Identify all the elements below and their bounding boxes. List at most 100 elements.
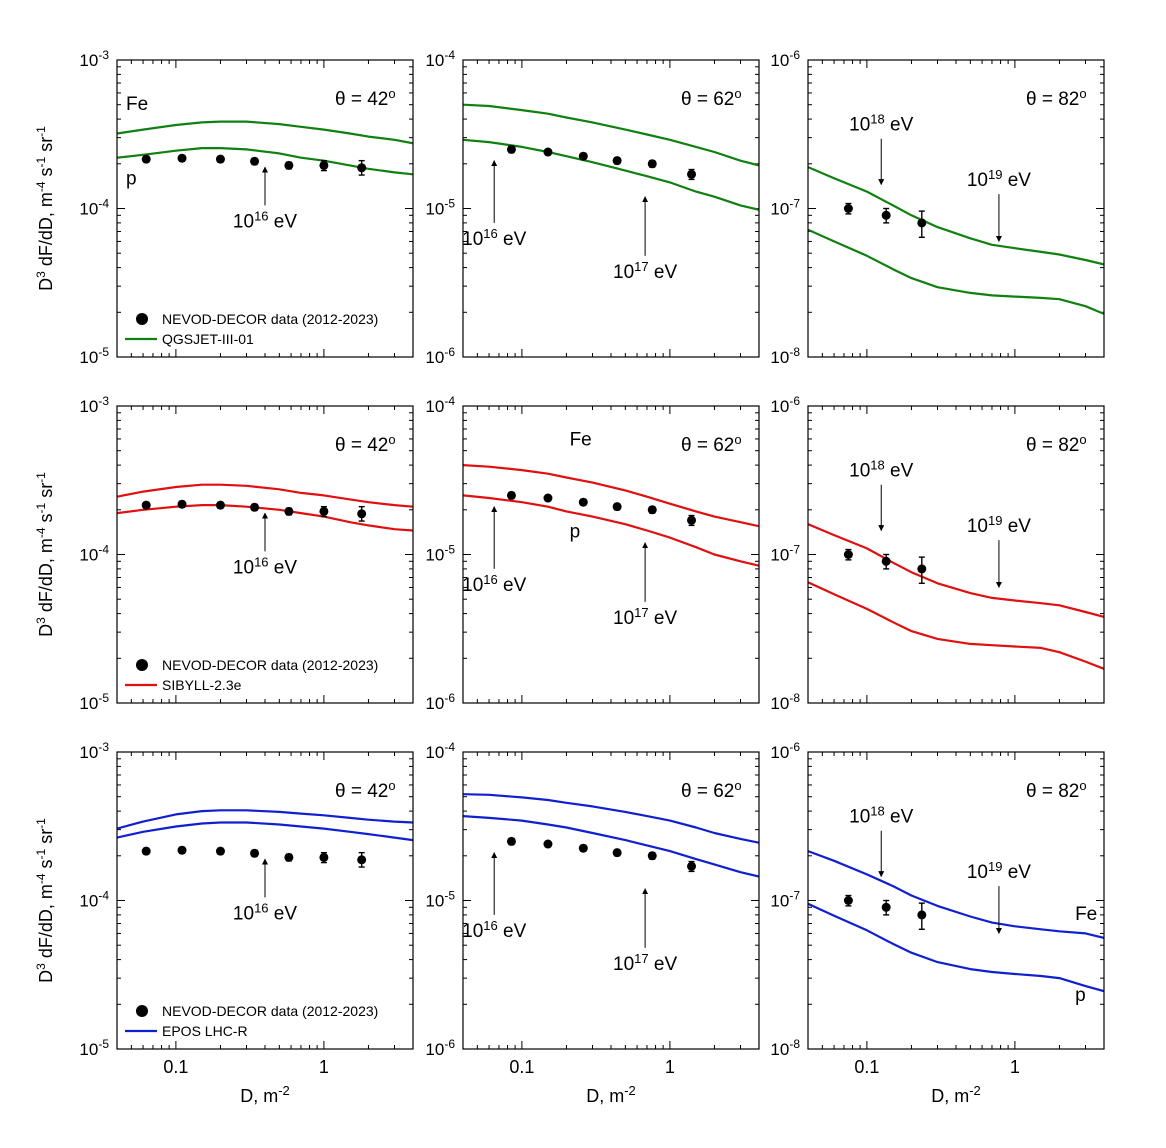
energy-label: 1019 eV xyxy=(967,859,1031,884)
curve-fe xyxy=(117,120,413,145)
data-point xyxy=(647,505,657,515)
data-point xyxy=(319,506,329,516)
y-axis-label: D3 dF/dD, m-4 s-1 sr-1 xyxy=(34,126,56,291)
plot-frame xyxy=(462,405,760,704)
data-point xyxy=(357,855,367,865)
energy-label: 1017 eV xyxy=(613,950,677,975)
data-point xyxy=(543,493,553,503)
energy-label: 1016 eV xyxy=(462,571,526,596)
data-point xyxy=(578,497,588,507)
data-point xyxy=(917,218,927,228)
data-point xyxy=(647,159,657,169)
angle-label: θ = 42o xyxy=(335,778,396,803)
energy-label: 1017 eV xyxy=(613,258,677,283)
x-axis-labels: D, m-2 D, m-2 D, m-2 xyxy=(240,1083,981,1107)
data-point xyxy=(215,154,225,164)
y-tick-label: 10-7 xyxy=(770,543,800,565)
data-point xyxy=(284,852,294,862)
y-tick-label: 10-4 xyxy=(425,394,455,416)
y-tick-label: 10-6 xyxy=(770,394,800,416)
data-point xyxy=(284,506,294,516)
plot-frame xyxy=(116,59,414,358)
annotation-p: p xyxy=(126,169,137,190)
y-tick-label: 10-3 xyxy=(79,48,109,70)
x-axis-label: D, m-2 xyxy=(240,1083,290,1107)
data-point xyxy=(215,500,225,510)
panel-3-3: 10-8 10-7 10-6 0.1 1 1018 eV 1019 eV Fe p θ = 82o xyxy=(770,740,1105,1077)
legend-marker xyxy=(136,313,148,325)
energy-label: 1016 eV xyxy=(233,900,297,925)
energy-label: 1018 eV xyxy=(849,803,913,828)
y-tick-label: 10-6 xyxy=(770,740,800,762)
y-tick-label: 10-4 xyxy=(79,889,109,911)
data-point xyxy=(843,550,853,559)
legend-model-label: SIBYLL-2.3e xyxy=(162,677,242,693)
curve-fe xyxy=(808,850,1104,939)
data-point xyxy=(543,839,553,849)
angle-label: θ = 42o xyxy=(335,86,396,111)
legend-model-label: EPOS LHC-R xyxy=(162,1023,248,1039)
curve-fe xyxy=(463,103,759,167)
curves xyxy=(117,120,413,176)
data-point xyxy=(843,204,853,213)
panel-2-3: 10-8 10-7 10-6 1018 eV 1019 eV θ = 82o xyxy=(770,394,1105,713)
plot-grid: 10-5 10-4 10-3 1016 eV Fe p θ = 42o NEVOD-DECOR… xyxy=(79,48,1105,1077)
energy-label: 1016 eV xyxy=(462,225,526,250)
y-tick-label: 10-5 xyxy=(425,889,455,911)
y-tick-label: 10-8 xyxy=(770,691,800,713)
data-point xyxy=(881,556,891,566)
curves xyxy=(808,166,1104,315)
curve-fe xyxy=(808,523,1104,618)
panel-1-2: 10-6 10-5 10-4 1016 eV 1017 eV θ = 62o xyxy=(425,48,760,367)
curve-p xyxy=(463,138,759,211)
legend-marker-label: NEVOD-DECOR data (2012-2023) xyxy=(162,657,378,673)
y-tick-label: 10-7 xyxy=(770,889,800,911)
data-point xyxy=(215,846,225,856)
curve-fe xyxy=(463,464,759,528)
data-point xyxy=(543,147,553,157)
panel-2-2: 10-6 10-5 10-4 1016 eV 1017 eV Fe p θ = 62o xyxy=(425,394,760,713)
annotation-p: p xyxy=(1075,985,1086,1006)
y-tick-label: 10-3 xyxy=(79,740,109,762)
curve-fe xyxy=(117,809,413,830)
y-tick-label: 10-4 xyxy=(79,197,109,219)
plot-frame xyxy=(807,751,1105,1050)
angle-label: θ = 82o xyxy=(1026,432,1087,457)
curve-p xyxy=(463,815,759,878)
legend-marker-label: NEVOD-DECOR data (2012-2023) xyxy=(162,311,378,327)
data-point xyxy=(578,843,588,853)
y-tick-label: 10-5 xyxy=(425,543,455,565)
curves xyxy=(808,850,1104,993)
y-tick-label: 10-6 xyxy=(425,345,455,367)
y-tick-label: 10-4 xyxy=(425,740,455,762)
y-axis-label: D3 dF/dD, m-4 s-1 sr-1 xyxy=(34,818,56,983)
curves xyxy=(463,793,759,878)
data-point xyxy=(881,902,891,912)
data-point xyxy=(250,848,260,858)
y-tick-label: 10-4 xyxy=(425,48,455,70)
y-tick-label: 10-6 xyxy=(425,1037,455,1059)
x-tick-label: 0.1 xyxy=(854,1057,879,1077)
angle-label: θ = 82o xyxy=(1026,778,1087,803)
energy-label: 1016 eV xyxy=(233,554,297,579)
legend-model-label: QGSJET-III-01 xyxy=(162,331,254,347)
curves xyxy=(463,464,759,567)
plot-frame xyxy=(807,405,1105,704)
data-point xyxy=(319,852,329,862)
data-point xyxy=(319,160,329,170)
y-tick-label: 10-6 xyxy=(425,691,455,713)
legend-marker-label: NEVOD-DECOR data (2012-2023) xyxy=(162,1003,378,1019)
y-tick-label: 10-8 xyxy=(770,345,800,367)
angle-label: θ = 82o xyxy=(1026,86,1087,111)
data-point xyxy=(177,499,187,509)
data-point xyxy=(578,151,588,161)
y-tick-label: 10-5 xyxy=(425,197,455,219)
y-tick-label: 10-5 xyxy=(79,345,109,367)
data-point xyxy=(357,163,367,173)
data-point xyxy=(357,509,367,519)
panel-1-3: 10-8 10-7 10-6 1018 eV 1019 eV θ = 82o xyxy=(770,48,1105,367)
energy-label: 1019 eV xyxy=(967,167,1031,192)
annotation-fe: Fe xyxy=(126,94,148,115)
data-point xyxy=(917,564,927,574)
